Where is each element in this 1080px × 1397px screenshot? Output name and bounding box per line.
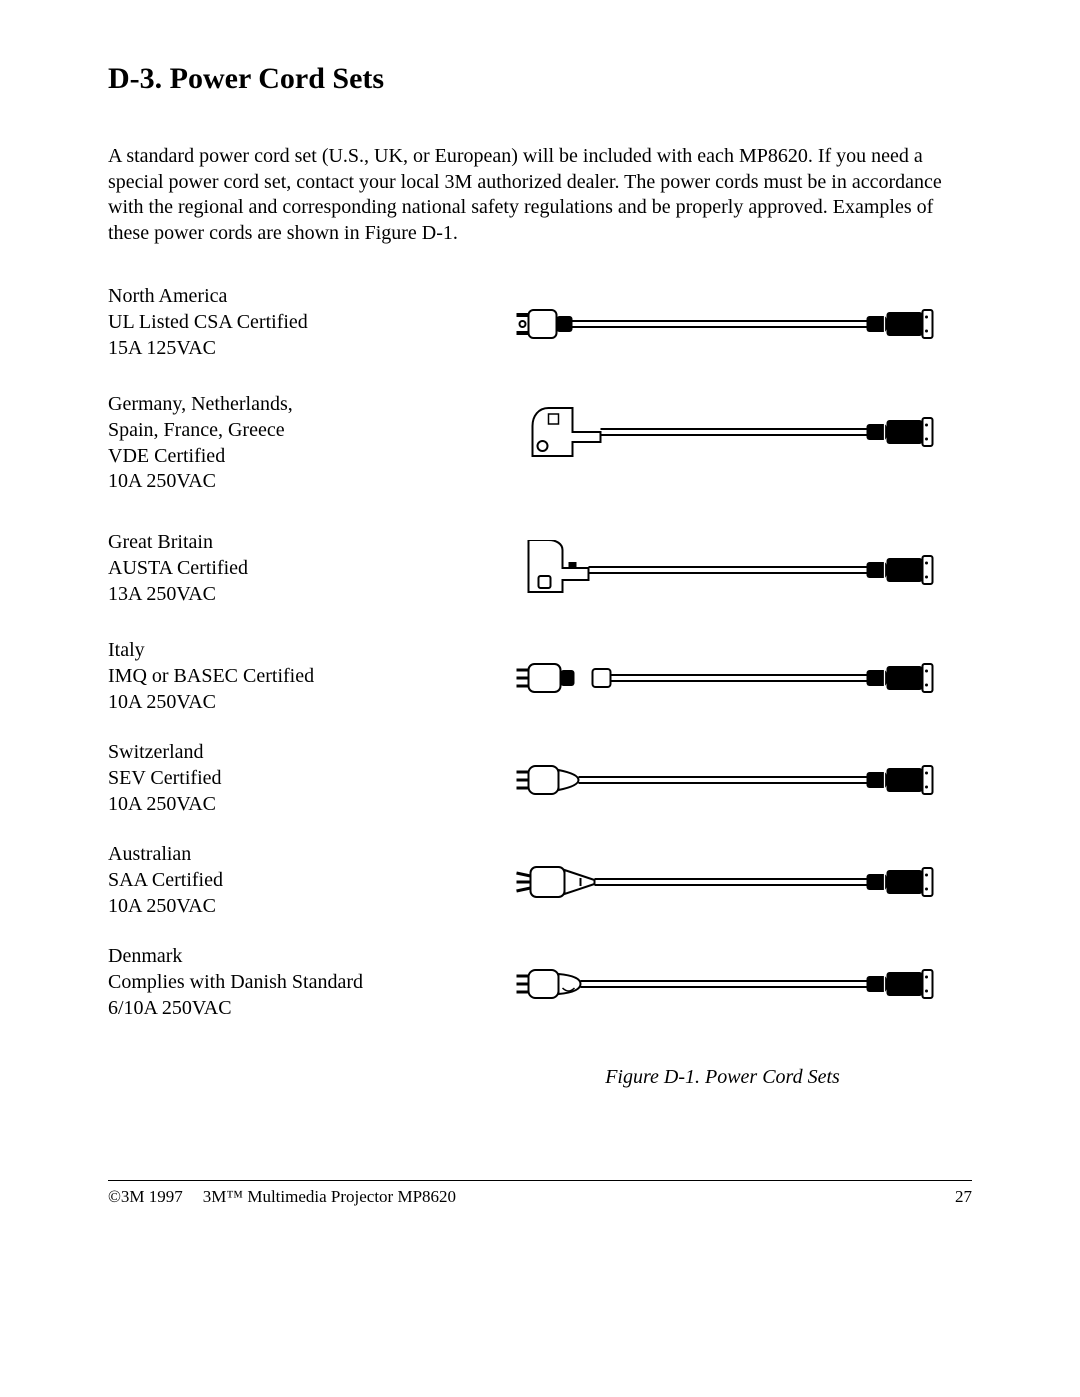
- cord-row: AustralianSAA Certified10A 250VAC: [108, 842, 972, 944]
- cord-label-line: 10A 250VAC: [108, 792, 473, 818]
- cord-label-line: Great Britain: [108, 530, 473, 556]
- cord-row: ItalyIMQ or BASEC Certified10A 250VAC: [108, 638, 972, 740]
- cord-label-line: AUSTA Certified: [108, 556, 473, 582]
- cord-label-line: 6/10A 250VAC: [108, 996, 473, 1022]
- cord-illustration: [483, 842, 972, 922]
- cord-label-line: SEV Certified: [108, 766, 473, 792]
- power-cord-icon: [483, 648, 972, 708]
- power-cord-icon: [483, 402, 972, 462]
- cord-label: ItalyIMQ or BASEC Certified10A 250VAC: [108, 638, 483, 715]
- cord-row: SwitzerlandSEV Certified10A 250VAC: [108, 740, 972, 842]
- footer: ©3M 1997 3M™ Multimedia Projector MP8620…: [108, 1180, 972, 1207]
- power-cord-icon: [483, 294, 972, 354]
- section-heading: D-3. Power Cord Sets: [108, 62, 972, 96]
- cord-label: AustralianSAA Certified10A 250VAC: [108, 842, 483, 919]
- intro-paragraph: A standard power cord set (U.S., UK, or …: [108, 144, 972, 246]
- power-cord-icon: [483, 852, 972, 912]
- footer-copyright: ©3M 1997: [108, 1187, 183, 1207]
- cord-row: Germany, Netherlands,Spain, France, Gree…: [108, 392, 972, 530]
- cord-illustration: [483, 638, 972, 718]
- power-cord-icon: [483, 540, 972, 600]
- cord-row: North AmericaUL Listed CSA Certified15A …: [108, 284, 972, 392]
- cord-label: Germany, Netherlands,Spain, France, Gree…: [108, 392, 483, 494]
- cord-illustration: [483, 944, 972, 1024]
- cord-label-line: VDE Certified: [108, 444, 473, 470]
- footer-title: 3M™ Multimedia Projector MP8620: [183, 1187, 955, 1207]
- cord-label-line: SAA Certified: [108, 868, 473, 894]
- cord-label: DenmarkComplies with Danish Standard6/10…: [108, 944, 483, 1021]
- cord-label-line: 13A 250VAC: [108, 582, 473, 608]
- footer-page-number: 27: [955, 1187, 972, 1207]
- power-cord-icon: [483, 750, 972, 810]
- cord-label-line: Spain, France, Greece: [108, 418, 473, 444]
- page: D-3. Power Cord Sets A standard power co…: [0, 0, 1080, 1397]
- power-cord-icon: [483, 954, 972, 1014]
- cord-label: North AmericaUL Listed CSA Certified15A …: [108, 284, 483, 361]
- cord-label: SwitzerlandSEV Certified10A 250VAC: [108, 740, 483, 817]
- cord-label-line: UL Listed CSA Certified: [108, 310, 473, 336]
- cord-label-line: Australian: [108, 842, 473, 868]
- cord-label-line: Denmark: [108, 944, 473, 970]
- cord-illustration: [483, 530, 972, 610]
- cord-illustration: [483, 740, 972, 820]
- cord-label-line: 10A 250VAC: [108, 469, 473, 495]
- cord-illustration: [483, 392, 972, 472]
- cord-row: Great BritainAUSTA Certified13A 250VAC: [108, 530, 972, 638]
- cord-label-line: 10A 250VAC: [108, 894, 473, 920]
- cord-row: DenmarkComplies with Danish Standard6/10…: [108, 944, 972, 1046]
- cord-label: Great BritainAUSTA Certified13A 250VAC: [108, 530, 483, 607]
- cord-label-line: Germany, Netherlands,: [108, 392, 473, 418]
- cord-illustration: [483, 284, 972, 364]
- cord-label-line: Italy: [108, 638, 473, 664]
- cord-label-line: Switzerland: [108, 740, 473, 766]
- cord-label-line: 10A 250VAC: [108, 690, 473, 716]
- cord-label-line: Complies with Danish Standard: [108, 970, 473, 996]
- cord-label-line: IMQ or BASEC Certified: [108, 664, 473, 690]
- figure-caption: Figure D-1. Power Cord Sets: [473, 1066, 972, 1089]
- cord-list: North AmericaUL Listed CSA Certified15A …: [108, 284, 972, 1046]
- cord-label-line: North America: [108, 284, 473, 310]
- cord-label-line: 15A 125VAC: [108, 336, 473, 362]
